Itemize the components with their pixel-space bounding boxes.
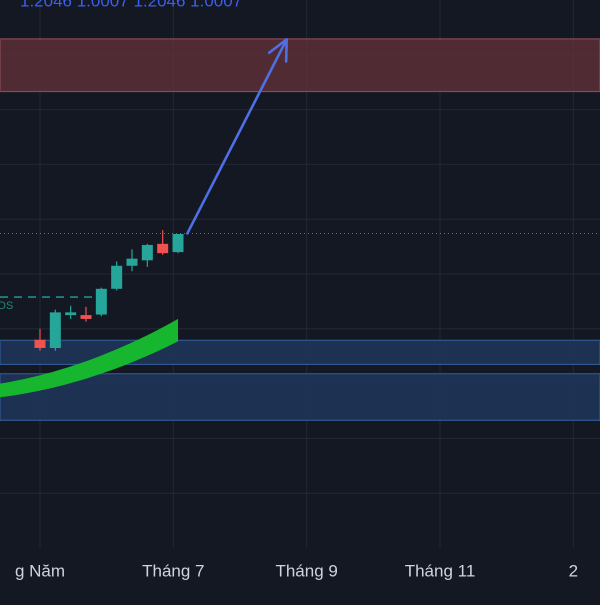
x-tick-label: Tháng 9: [275, 561, 337, 580]
candle[interactable]: [157, 230, 169, 255]
candle[interactable]: [34, 328, 46, 351]
x-tick-label: g Năm: [15, 561, 65, 580]
candle[interactable]: [95, 287, 107, 317]
marker-label: DS: [0, 300, 13, 312]
candle-body: [95, 288, 107, 315]
candle-body: [172, 233, 184, 253]
x-tick-label: 2: [569, 561, 578, 580]
candle[interactable]: [65, 305, 77, 319]
candle[interactable]: [172, 233, 184, 254]
levels: [0, 232, 600, 298]
candle-body: [141, 244, 153, 261]
candle[interactable]: [141, 243, 153, 267]
candle-body: [49, 312, 61, 348]
candle-body: [126, 258, 138, 266]
candles[interactable]: [34, 230, 184, 351]
x-tick-label: Tháng 11: [405, 561, 476, 580]
ribbon-band: [0, 318, 178, 398]
support-zone: [0, 373, 600, 421]
candle[interactable]: [80, 306, 92, 322]
candle[interactable]: [111, 261, 123, 291]
zones: [0, 38, 600, 421]
candle[interactable]: [49, 309, 61, 351]
projection-arrow[interactable]: [186, 38, 288, 235]
candle-body: [111, 265, 123, 289]
arrow-head: [267, 38, 288, 63]
x-tick-label: Tháng 7: [142, 561, 204, 580]
resistance-zone: [0, 38, 600, 93]
candle-body: [65, 312, 77, 316]
x-axis: g Năm Tháng 7 Tháng 9 Tháng 11 2: [15, 561, 578, 580]
candle-body: [157, 243, 169, 254]
moving-average-ribbon: [0, 318, 178, 398]
candle[interactable]: [126, 249, 138, 272]
candle-body: [34, 339, 46, 348]
arrow-shaft: [186, 38, 288, 235]
candle-body: [80, 315, 92, 319]
top-price-text: 1.2046 1.0007 1.2046 1.0007: [20, 0, 242, 10]
